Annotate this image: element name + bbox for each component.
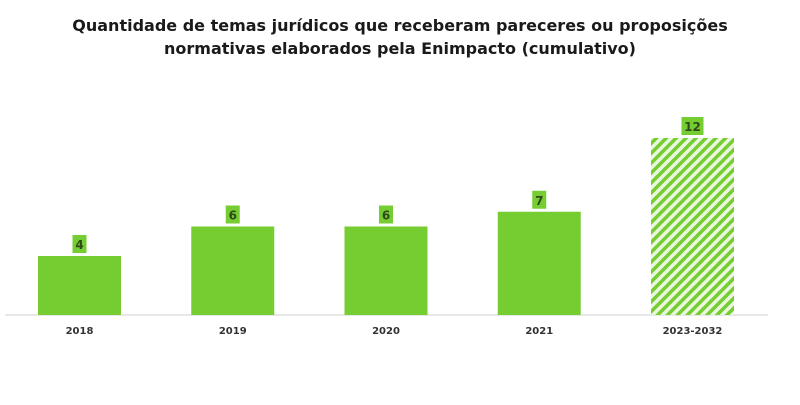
data-label: 12 xyxy=(684,120,701,134)
chart-title-line-1: Quantidade de temas jurídicos que recebe… xyxy=(72,16,728,35)
data-label-box xyxy=(532,190,547,209)
data-label-box xyxy=(681,117,704,135)
x-tick-label: 2018 xyxy=(66,326,94,337)
bar-2023-2032 xyxy=(651,138,734,315)
data-label-box xyxy=(72,235,87,253)
x-tick-label: 2019 xyxy=(219,326,247,337)
data-label: 6 xyxy=(229,209,237,223)
data-label: 7 xyxy=(535,194,543,208)
data-label-box xyxy=(379,205,393,224)
bar-2020 xyxy=(344,226,428,315)
data-label: 6 xyxy=(382,209,390,223)
x-tick-label: 2020 xyxy=(372,326,400,337)
x-tick-label: 2021 xyxy=(525,326,553,337)
chart-title-line-2: normativas elaborados pela Enimpacto (cu… xyxy=(164,39,636,58)
data-label-box xyxy=(225,205,240,224)
bar-2021 xyxy=(497,211,581,315)
bar-2019 xyxy=(191,226,275,315)
data-label: 4 xyxy=(75,238,83,252)
x-tick-label: 2023-2032 xyxy=(663,326,723,337)
bar-2018 xyxy=(38,256,121,315)
chart-title: Quantidade de temas jurídicos que recebe… xyxy=(0,14,800,60)
